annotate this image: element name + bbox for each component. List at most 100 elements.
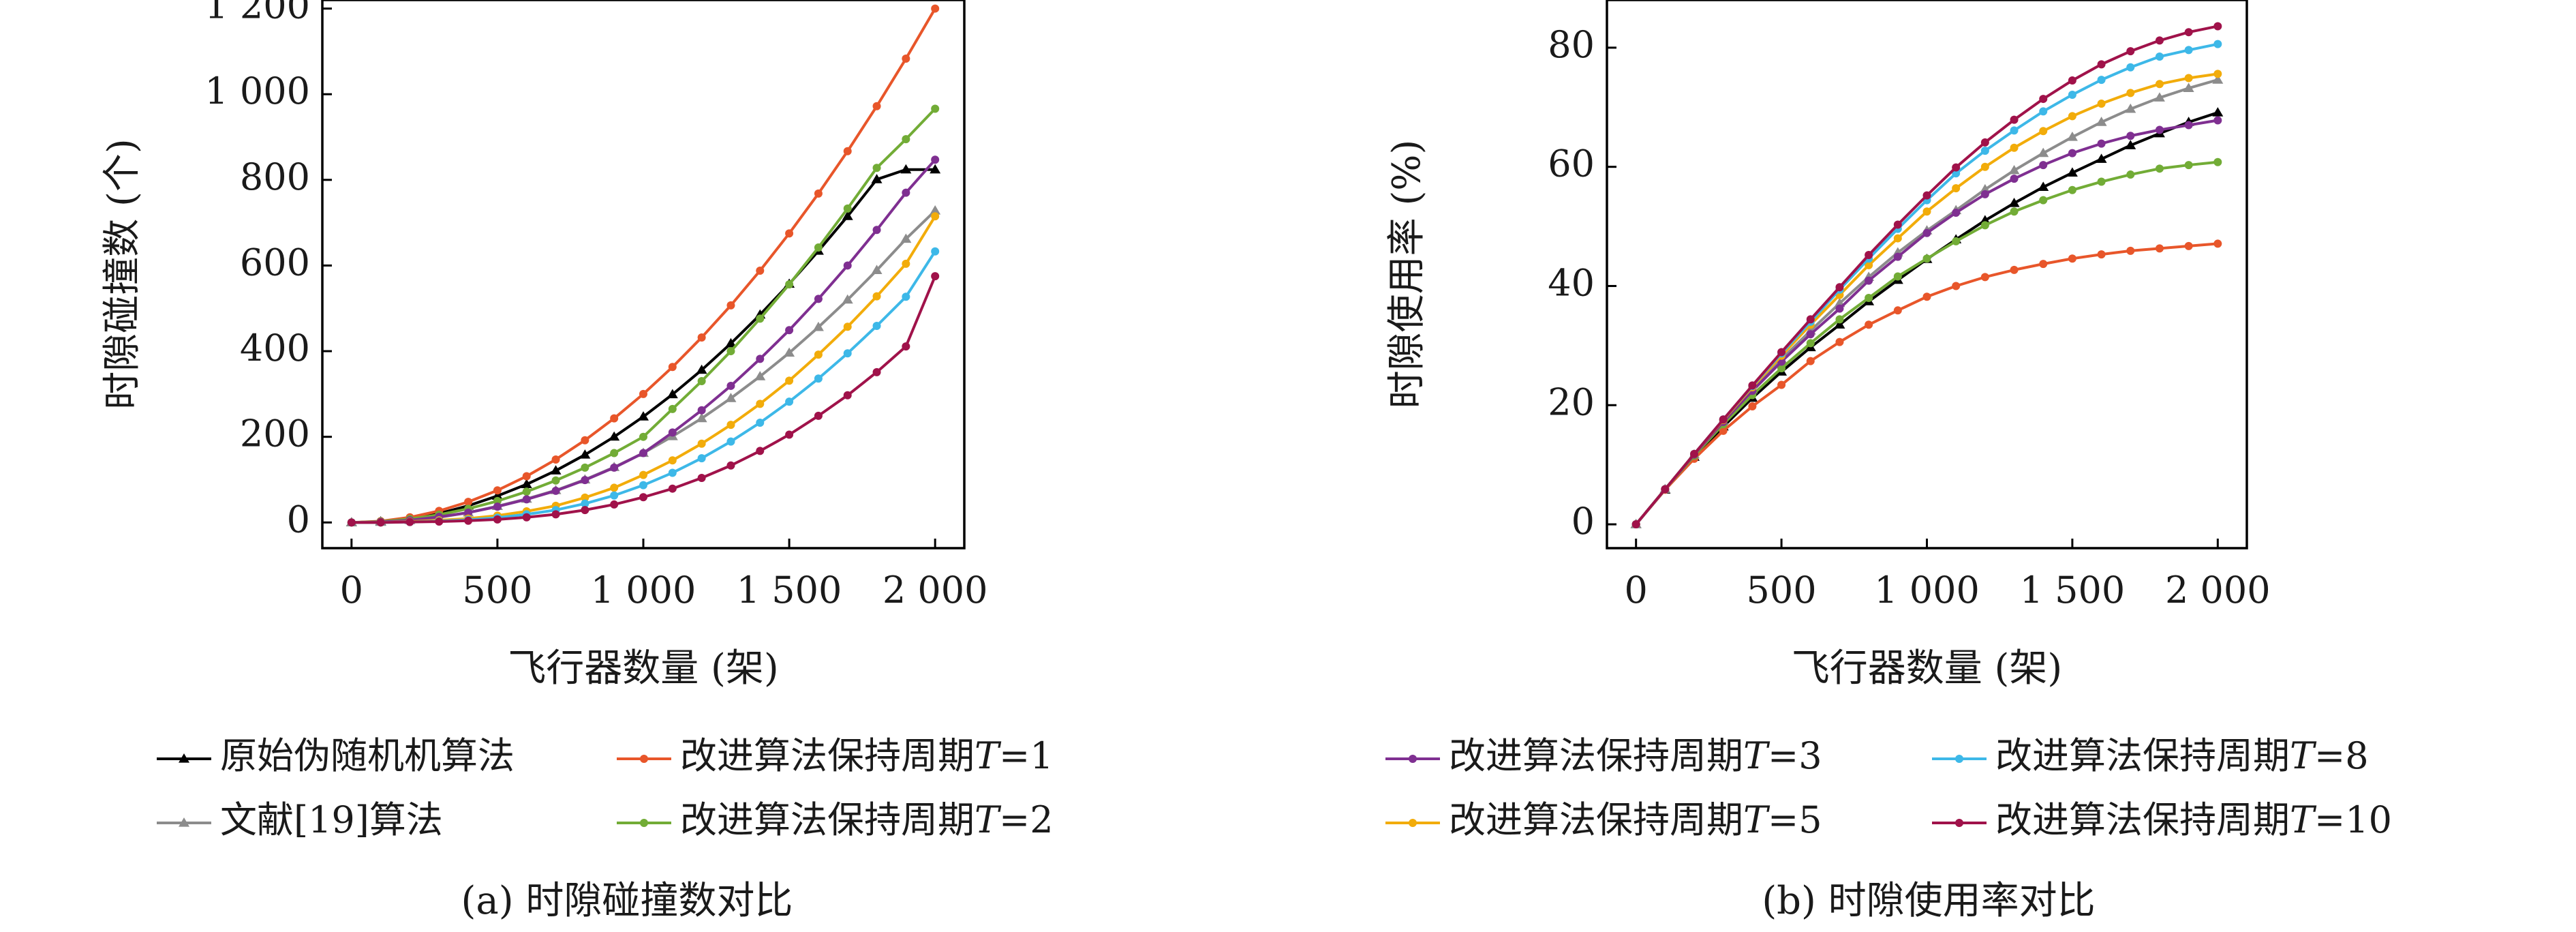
data-point <box>2155 164 2164 173</box>
data-point <box>1980 221 1989 230</box>
data-point <box>1980 190 1989 198</box>
legend-label: 改进算法保持周期T=5 <box>1449 798 1822 841</box>
series-6 <box>1631 40 2222 529</box>
legend-entry: 改进算法保持周期T=1 <box>617 734 1054 777</box>
legend-marker <box>1409 819 1417 827</box>
data-point <box>2097 177 2106 186</box>
series-0 <box>1630 107 2224 528</box>
data-point <box>579 449 591 459</box>
data-point <box>2068 90 2076 99</box>
data-point <box>2184 28 2193 37</box>
data-point <box>2038 181 2049 192</box>
data-point <box>1835 283 1844 292</box>
data-point <box>726 421 735 430</box>
data-point <box>2126 47 2135 56</box>
data-point <box>639 470 647 479</box>
data-point <box>902 188 910 197</box>
legend-label: 文献[19]算法 <box>220 798 443 841</box>
data-point <box>726 437 735 446</box>
data-point <box>1922 191 1931 200</box>
data-point <box>1835 337 1844 346</box>
data-point <box>2066 132 2078 141</box>
series-line <box>351 108 936 524</box>
data-point <box>726 381 735 390</box>
x-tick-label: 1 000 <box>1874 569 1980 612</box>
legend-label: 改进算法保持周期T=8 <box>1995 734 2369 777</box>
data-point <box>785 397 794 406</box>
data-point <box>842 211 853 220</box>
legend-marker <box>179 753 189 763</box>
data-point <box>2213 70 2222 78</box>
data-point <box>2155 125 2164 134</box>
data-point <box>931 272 940 281</box>
data-point <box>1893 220 1902 229</box>
data-point <box>843 261 852 270</box>
data-point <box>2125 103 2136 113</box>
data-point <box>1748 402 1757 411</box>
data-point <box>2066 167 2078 177</box>
series-5 <box>347 212 940 527</box>
data-point <box>785 376 794 385</box>
data-point <box>725 393 737 402</box>
data-point <box>638 411 649 421</box>
data-point <box>930 205 941 215</box>
data-point <box>610 463 619 472</box>
y-tick-label: 80 <box>1548 23 1595 66</box>
data-point <box>843 349 852 358</box>
legend-label: 原始伪随机机算法 <box>220 734 515 777</box>
data-point <box>610 449 619 457</box>
data-point <box>902 342 910 351</box>
x-tick-label: 2 000 <box>883 569 988 612</box>
data-point <box>872 226 881 235</box>
data-point <box>785 229 794 238</box>
data-point <box>2184 241 2193 250</box>
data-point <box>2010 175 2019 183</box>
data-point <box>814 350 823 359</box>
data-point <box>931 247 940 256</box>
data-point <box>2068 149 2076 157</box>
data-point <box>2155 52 2164 61</box>
data-point <box>639 449 647 457</box>
data-point <box>1952 169 1961 178</box>
data-point <box>1980 273 1989 282</box>
data-point <box>871 265 883 274</box>
data-point <box>785 326 794 335</box>
data-point <box>551 486 560 495</box>
data-point <box>1777 380 1786 389</box>
data-point <box>785 280 794 289</box>
data-point <box>931 104 940 113</box>
series-3 <box>347 104 940 527</box>
data-point <box>726 301 735 310</box>
data-point <box>697 454 706 463</box>
data-point <box>2126 132 2135 140</box>
data-point <box>725 337 737 348</box>
data-point <box>843 322 852 331</box>
data-point <box>609 431 620 441</box>
x-tick-label: 0 <box>1625 569 1648 612</box>
data-point <box>581 463 589 472</box>
data-point <box>1952 282 1961 290</box>
data-point <box>522 495 531 504</box>
data-point <box>405 517 414 526</box>
data-point <box>1806 357 1815 365</box>
caption-b: (b) 时隙使用率对比 <box>1762 879 2095 923</box>
data-point <box>1835 304 1844 313</box>
data-point <box>1748 381 1757 390</box>
data-point <box>581 436 589 445</box>
data-point <box>902 55 910 63</box>
data-point <box>2125 140 2136 149</box>
legend-marker <box>179 817 189 827</box>
data-point <box>581 493 589 502</box>
data-point <box>522 513 531 522</box>
data-point <box>376 518 385 527</box>
data-point <box>871 174 883 183</box>
y-tick-label: 40 <box>1548 261 1595 304</box>
data-point <box>2008 164 2020 175</box>
data-point <box>754 371 766 380</box>
y-tick-label: 200 <box>240 412 310 455</box>
legend-marker <box>1409 755 1417 763</box>
data-point <box>1893 252 1902 261</box>
data-point <box>668 404 677 413</box>
data-point <box>843 147 852 155</box>
